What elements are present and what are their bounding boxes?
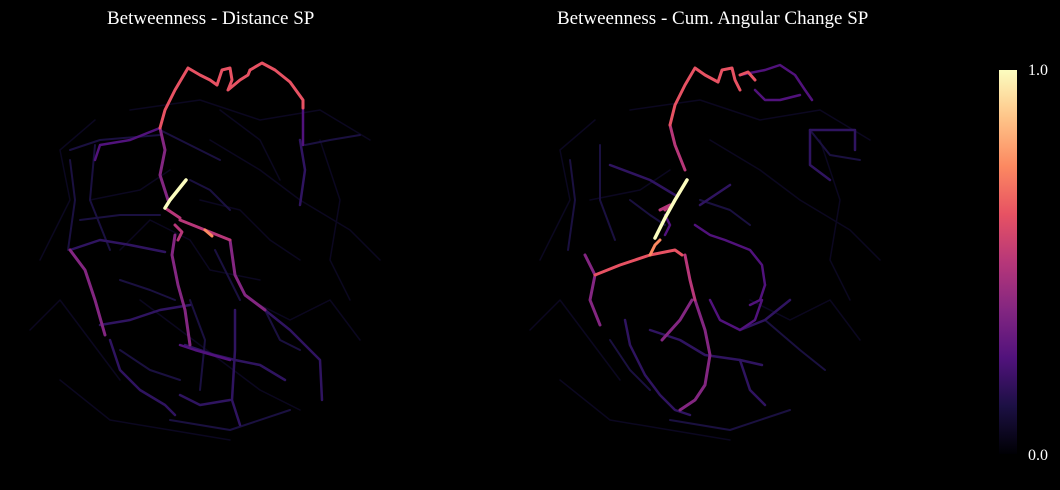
background-streets [29, 99, 381, 441]
map-title-angular: Betweenness - Cum. Angular Change SP [557, 8, 869, 29]
low-betweenness-streets [67, 129, 361, 431]
mid-betweenness-streets [93, 103, 305, 362]
top-betweenness-streets [203, 228, 214, 238]
max-betweenness-streets [653, 178, 689, 240]
colorbar [999, 70, 1017, 454]
very-high-betweenness-streets [158, 61, 305, 130]
low-betweenness-streets [567, 129, 861, 431]
colorbar-max-label: 1.0 [1028, 62, 1048, 79]
upper-mid-betweenness-streets [583, 253, 712, 412]
upper-mid-betweenness-streets [68, 126, 267, 347]
mid-betweenness-streets [663, 63, 814, 332]
map-title-distance: Betweenness - Distance SP [107, 8, 315, 29]
street-network-map-angular [529, 63, 881, 441]
max-betweenness-streets [163, 178, 188, 210]
high-betweenness-streets [658, 123, 697, 302]
colorbar-min-label: 0.0 [1028, 447, 1048, 464]
mid-low-betweenness-streets [608, 128, 857, 417]
street-network-map-distance [29, 61, 381, 441]
very-high-betweenness-streets [593, 66, 757, 277]
top-betweenness-streets [648, 238, 662, 257]
